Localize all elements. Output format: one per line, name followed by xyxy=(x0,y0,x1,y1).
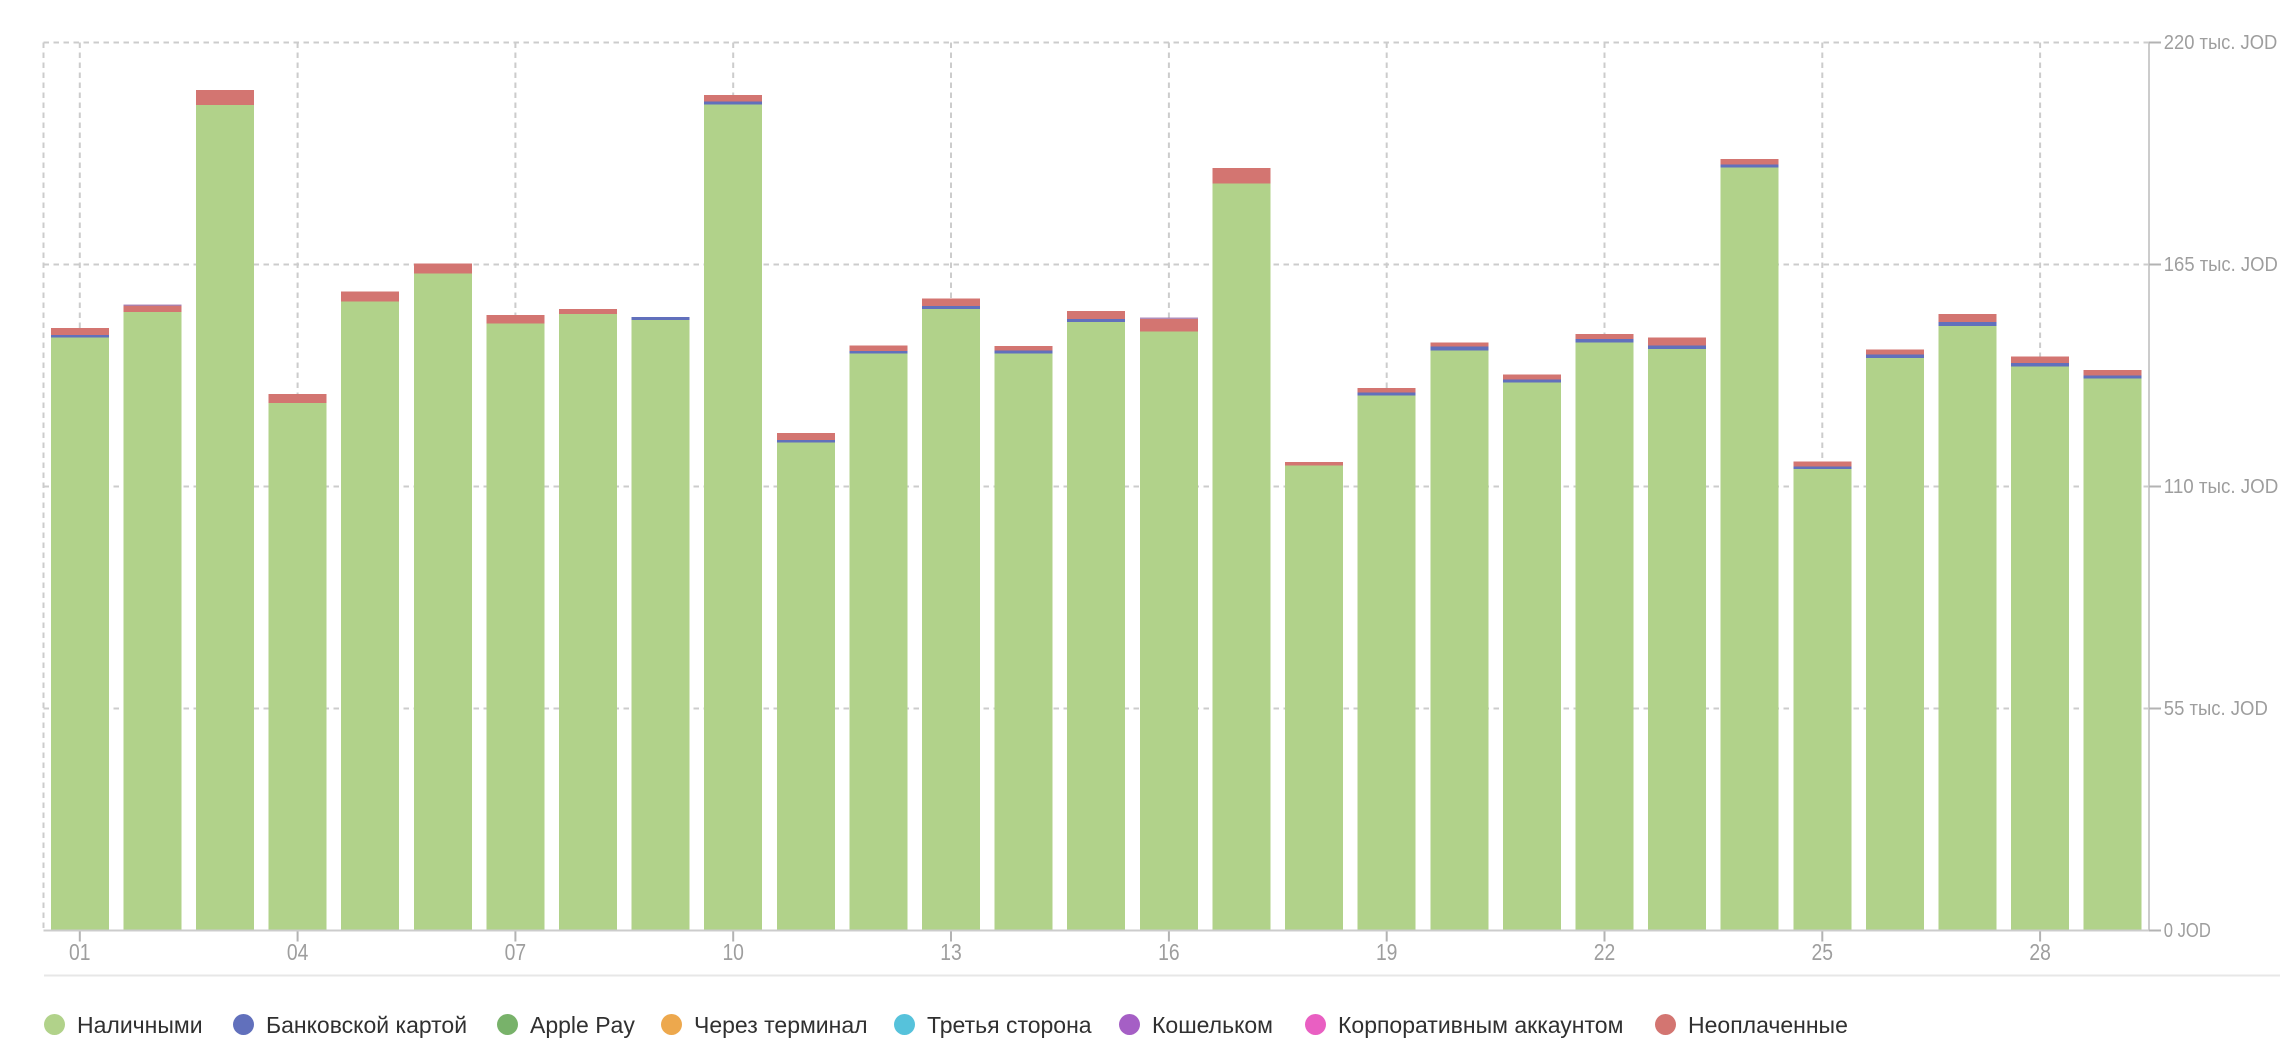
svg-text:13: 13 xyxy=(940,939,962,965)
svg-text:Через терминал: Через терминал xyxy=(694,1012,868,1038)
svg-text:55 тыс. JOD: 55 тыс. JOD xyxy=(2164,698,2268,720)
svg-text:Банковской картой: Банковской картой xyxy=(266,1012,467,1038)
svg-text:Корпоративным аккаунтом: Корпоративным аккаунтом xyxy=(1338,1012,1623,1038)
svg-text:25: 25 xyxy=(1812,939,1834,965)
svg-text:16: 16 xyxy=(1158,939,1180,965)
svg-text:Кошельком: Кошельком xyxy=(1152,1012,1273,1038)
svg-text:110 тыс. JOD: 110 тыс. JOD xyxy=(2164,476,2279,498)
svg-text:22: 22 xyxy=(1594,939,1616,965)
svg-text:19: 19 xyxy=(1376,939,1398,965)
svg-text:28: 28 xyxy=(2029,939,2051,965)
svg-text:Apple Pay: Apple Pay xyxy=(530,1012,635,1038)
svg-text:10: 10 xyxy=(722,939,744,965)
svg-text:0 JOD: 0 JOD xyxy=(2164,920,2211,942)
svg-text:165 тыс. JOD: 165 тыс. JOD xyxy=(2164,254,2278,276)
svg-text:01: 01 xyxy=(69,939,91,965)
svg-text:220 тыс. JOD: 220 тыс. JOD xyxy=(2164,32,2278,54)
svg-text:Наличными: Наличными xyxy=(77,1012,203,1038)
svg-text:07: 07 xyxy=(505,939,527,965)
svg-text:04: 04 xyxy=(287,939,309,965)
svg-text:Неоплаченные: Неоплаченные xyxy=(1688,1012,1848,1038)
svg-text:Третья сторона: Третья сторона xyxy=(927,1012,1092,1038)
